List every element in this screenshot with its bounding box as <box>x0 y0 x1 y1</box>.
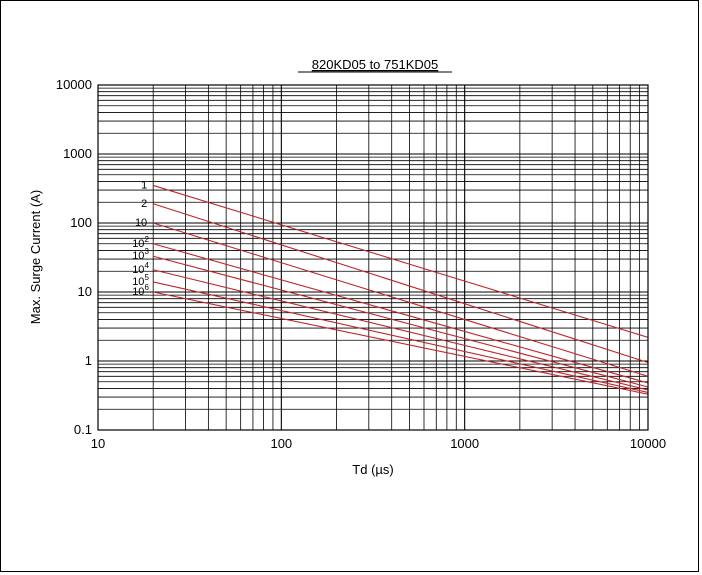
y-tick-label: 10000 <box>56 77 92 92</box>
y-tick-label: 1000 <box>63 146 92 161</box>
series-line <box>153 281 649 393</box>
x-tick-label: 100 <box>270 436 292 451</box>
y-axis-label: Max. Surge Current (A) <box>28 190 43 324</box>
series-line <box>153 222 649 377</box>
x-tick-label: 10000 <box>630 436 666 451</box>
chart-title: 820KD05 to 751KD05 <box>312 57 438 72</box>
series-label: 105 <box>132 273 149 288</box>
x-axis-label: Td (µs) <box>352 462 393 477</box>
series-lines <box>153 184 649 395</box>
x-tick-label: 10 <box>91 436 105 451</box>
series-label: 106 <box>132 283 149 298</box>
y-tick-label: 1 <box>85 353 92 368</box>
series-line <box>153 269 649 391</box>
series-label: 1 <box>141 179 147 191</box>
y-tick-label: 10 <box>78 284 92 299</box>
series-line <box>153 203 649 364</box>
series-line <box>153 291 649 395</box>
y-tick-label: 0.1 <box>74 422 92 437</box>
y-tick-label: 100 <box>70 215 92 230</box>
series-label: 10 <box>135 217 147 229</box>
series-label: 2 <box>141 198 147 210</box>
series-label: 104 <box>132 261 149 276</box>
series-label: 103 <box>132 247 149 262</box>
series-label: 102 <box>132 235 149 250</box>
axis-tick-labels: 0.1 1 10 100 1000 10000 10 100 1000 10000 <box>56 77 666 451</box>
series-line <box>153 243 649 384</box>
x-tick-label: 1000 <box>450 436 479 451</box>
plot-area-border <box>97 84 649 431</box>
series-line <box>153 255 649 388</box>
series-line <box>153 184 649 338</box>
